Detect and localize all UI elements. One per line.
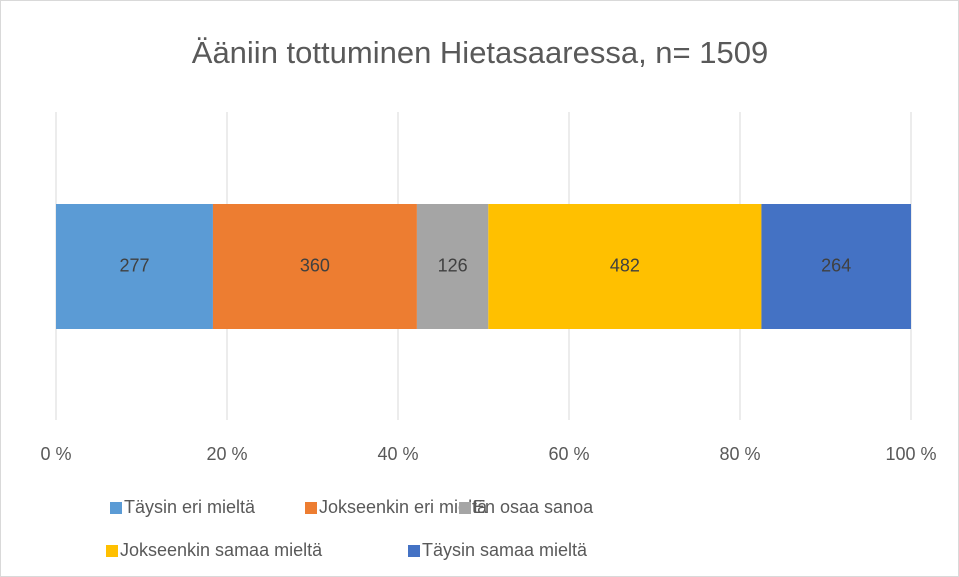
x-tick-label: 20 % [206,444,247,464]
data-label: 277 [119,255,149,275]
bar-segment [56,204,213,329]
x-tick-label: 0 % [40,444,71,464]
x-tick-label: 100 % [885,444,936,464]
bar-segment [761,204,911,329]
legend-label: Täysin eri mieltä [124,497,256,517]
legend-swatch [110,502,122,514]
data-label: 126 [438,255,468,275]
legend-label: En osaa sanoa [473,497,594,517]
legend-label: Täysin samaa mieltä [422,540,588,560]
bar-segment [212,204,417,329]
x-tick-label: 40 % [377,444,418,464]
legend-swatch [408,545,420,557]
data-label: 482 [610,255,640,275]
legend-swatch [106,545,118,557]
data-label: 360 [300,255,330,275]
legend-label: Jokseenkin samaa mieltä [120,540,323,560]
data-label: 264 [821,255,851,275]
x-tick-label: 80 % [719,444,760,464]
chart-title: Ääniin tottuminen Hietasaaressa, n= 1509 [192,35,768,70]
legend-swatch [459,502,471,514]
x-tick-label: 60 % [548,444,589,464]
legend-label: Jokseenkin eri mieltä [319,497,488,517]
legend-swatch [305,502,317,514]
bar-segment [416,204,489,329]
bar-segment [488,204,762,329]
